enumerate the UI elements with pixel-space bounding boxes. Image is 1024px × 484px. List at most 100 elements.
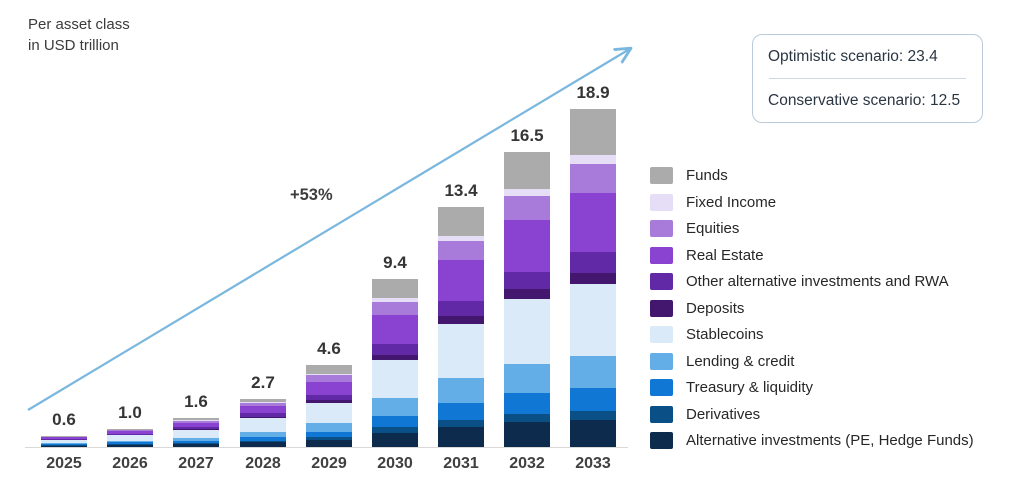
legend-swatch <box>650 220 673 237</box>
scenario-divider <box>769 78 966 79</box>
bar-segment <box>438 377 484 404</box>
bar-segment <box>173 429 219 438</box>
bar-segment <box>372 360 418 398</box>
bar-total-label: 1.6 <box>184 392 208 412</box>
bar-segment <box>240 398 286 403</box>
bar-segment <box>173 438 219 441</box>
legend-item: Real Estate <box>650 246 974 264</box>
bar-segment <box>504 363 550 394</box>
legend: Funds Fixed Income Equities Real Estate Othe… <box>650 167 974 449</box>
bar-segment <box>41 444 87 446</box>
bar-segment <box>438 259 484 302</box>
bar-segment <box>438 427 484 447</box>
legend-swatch <box>650 379 673 396</box>
bar-segment <box>372 427 418 433</box>
chart-title-line1: Per asset class <box>28 16 130 33</box>
bar-segment <box>306 403 352 423</box>
bar-segment <box>570 108 616 156</box>
bar-segment <box>504 189 550 197</box>
bar-segment <box>570 192 616 252</box>
legend-item: Stablecoins <box>650 326 974 343</box>
bar-segment <box>107 433 153 435</box>
x-axis-label: 2026 <box>112 455 148 472</box>
bar-segment <box>504 299 550 364</box>
bar-segment <box>570 420 616 447</box>
legend-swatch <box>650 405 673 423</box>
legend-label: Alternative investments (PE, Hedge Funds… <box>686 432 974 449</box>
bar-segment <box>504 413 550 422</box>
stacked-bar-2032 <box>504 151 550 447</box>
legend-item: Equities <box>650 220 974 237</box>
bar-segment <box>570 284 616 356</box>
bar-segment <box>107 431 153 434</box>
bar-segment <box>173 429 219 430</box>
bar-segment <box>438 324 484 378</box>
legend-label: Funds <box>686 167 728 184</box>
bar-segment <box>306 364 352 374</box>
legend-swatch <box>650 167 673 184</box>
legend-swatch <box>650 352 673 370</box>
bar-segment <box>41 445 87 446</box>
legend-label: Lending & credit <box>686 352 795 370</box>
bar-total-label: 0.6 <box>52 410 76 430</box>
bar-total-label: 13.4 <box>444 181 478 201</box>
bar-segment <box>504 421 550 447</box>
x-axis-label: 2029 <box>311 455 347 472</box>
bar-segment <box>173 427 219 430</box>
legend-item: Fixed Income <box>650 193 974 211</box>
bar-segment <box>240 437 286 441</box>
bar-segment <box>240 418 286 432</box>
bar-segment <box>173 422 219 428</box>
legend-item: Lending & credit <box>650 352 974 370</box>
bar-segment <box>504 196 550 220</box>
x-axis-line <box>25 447 628 448</box>
legend-label: Fixed Income <box>686 193 777 211</box>
bar-segment <box>372 302 418 316</box>
bar-segment <box>173 444 219 447</box>
bar-segment <box>570 387 616 412</box>
bar-segment <box>570 164 616 193</box>
stacked-bar-2025 <box>41 436 87 447</box>
x-axis-label: 2025 <box>46 455 82 472</box>
bar-segment <box>306 431 352 438</box>
stacked-bar-2030 <box>372 278 418 447</box>
bar-segment <box>504 289 550 300</box>
bar-segment <box>107 444 153 446</box>
scenario-box: Optimistic scenario: 23.4 Conservative s… <box>752 34 983 123</box>
stacked-bar-2033 <box>570 108 616 447</box>
legend-swatch <box>650 432 673 449</box>
bar-segment <box>240 412 286 417</box>
bar-segment <box>240 405 286 413</box>
legend-item: Deposits <box>650 299 974 317</box>
chart-title-line2: in USD trillion <box>28 37 119 54</box>
bar-segment <box>41 438 87 440</box>
legend-label: Stablecoins <box>686 326 764 343</box>
x-axis-label: 2030 <box>377 455 413 472</box>
bar-segment <box>372 315 418 345</box>
bar-total-label: 9.4 <box>383 252 407 272</box>
bar-segment <box>504 151 550 190</box>
x-axis-label: 2027 <box>178 455 214 472</box>
bar-segment <box>372 354 418 361</box>
bar-segment <box>306 400 352 404</box>
bar-total-label: 4.6 <box>317 338 341 358</box>
bar-segment <box>438 207 484 236</box>
bar-total-label: 18.9 <box>576 82 610 102</box>
bar-segment <box>173 418 219 421</box>
legend-label: Other alternative investments and RWA <box>686 273 949 290</box>
legend-item: Derivatives <box>650 405 974 423</box>
bar-segment <box>240 442 286 447</box>
stacked-bar-2027 <box>173 418 219 447</box>
stacked-bar-2026 <box>107 429 153 447</box>
bar-segment <box>372 344 418 355</box>
legend-swatch <box>650 326 673 343</box>
bar-segment <box>173 420 219 422</box>
bar-segment <box>306 395 352 401</box>
bar-segment <box>107 442 153 445</box>
bar-segment <box>41 437 87 439</box>
bar-segment <box>570 411 616 421</box>
legend-item: Treasury & liquidity <box>650 379 974 396</box>
x-axis-label: 2033 <box>575 455 611 472</box>
bar-segment <box>173 421 219 423</box>
